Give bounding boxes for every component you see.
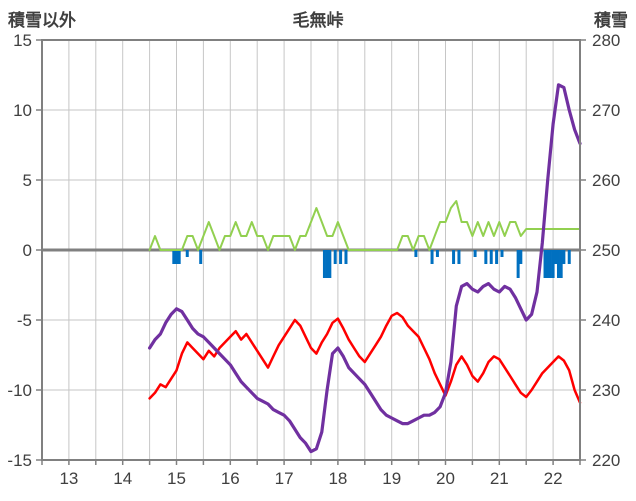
left-tick-label: -10 — [7, 381, 32, 400]
series-red-line — [148, 311, 582, 404]
x-tick-label: 13 — [59, 469, 78, 488]
left-axis-title: 積雪以外 — [8, 11, 76, 30]
x-tick-label: 16 — [221, 469, 240, 488]
bar-blue-bars — [430, 250, 434, 264]
bar-blue-bars — [546, 250, 550, 278]
bar-blue-bars — [333, 250, 337, 264]
bar-blue-bars — [519, 250, 523, 264]
bar-blue-bars — [495, 250, 499, 264]
series-purple-line — [148, 83, 582, 454]
x-tick-label: 22 — [544, 469, 563, 488]
bar-blue-bars — [175, 250, 178, 264]
right-tick-label: 280 — [592, 31, 620, 50]
left-tick-label: 15 — [13, 31, 32, 50]
right-tick-label: 270 — [592, 101, 620, 120]
x-tick-label: 20 — [436, 469, 455, 488]
bar-blue-bars — [559, 250, 563, 278]
bar-blue-bars — [172, 250, 176, 264]
bar-blue-bars — [325, 250, 329, 278]
bar-blue-bars — [489, 250, 493, 264]
bar-blue-bars — [543, 250, 547, 278]
bar-blue-bars — [567, 250, 571, 264]
bar-blue-bars — [199, 250, 203, 264]
x-tick-label: 19 — [382, 469, 401, 488]
bar-blue-bars — [473, 250, 477, 257]
bar-blue-bars — [339, 250, 343, 264]
right-tick-label: 220 — [592, 451, 620, 470]
bar-blue-bars — [556, 250, 560, 278]
bar-blue-bars — [452, 250, 456, 264]
left-tick-label: -5 — [17, 311, 32, 330]
right-tick-label: 230 — [592, 381, 620, 400]
bar-blue-bars — [548, 250, 552, 278]
bar-blue-bars — [484, 250, 488, 264]
bar-blue-bars — [551, 250, 555, 278]
bar-blue-bars — [344, 250, 348, 264]
right-axis-title: 積雪 — [594, 11, 628, 30]
right-tick-label: 260 — [592, 171, 620, 190]
bar-blue-bars — [562, 250, 566, 264]
chart-title: 毛無峠 — [292, 11, 344, 30]
series-green-line — [148, 200, 581, 251]
left-tick-label: -15 — [7, 451, 32, 470]
right-tick-label: 240 — [592, 311, 620, 330]
bar-blue-bars — [177, 250, 181, 264]
bar-blue-bars — [328, 250, 332, 278]
x-tick-label: 17 — [275, 469, 294, 488]
x-tick-label: 14 — [113, 469, 132, 488]
bar-blue-bars — [457, 250, 461, 264]
bar-blue-bars — [554, 250, 558, 264]
x-tick-label: 15 — [167, 469, 186, 488]
bar-blue-bars — [516, 250, 520, 278]
bar-blue-bars — [322, 250, 326, 278]
left-tick-label: 10 — [13, 101, 32, 120]
bar-blue-bars — [185, 250, 189, 257]
right-tick-label: 250 — [592, 241, 620, 260]
left-tick-label: 5 — [23, 171, 32, 190]
left-tick-label: 0 — [23, 241, 32, 260]
bar-blue-bars — [414, 250, 418, 257]
x-tick-label: 18 — [328, 469, 347, 488]
bar-blue-bars — [435, 250, 439, 257]
bar-blue-bars — [500, 250, 504, 257]
x-tick-label: 21 — [490, 469, 509, 488]
